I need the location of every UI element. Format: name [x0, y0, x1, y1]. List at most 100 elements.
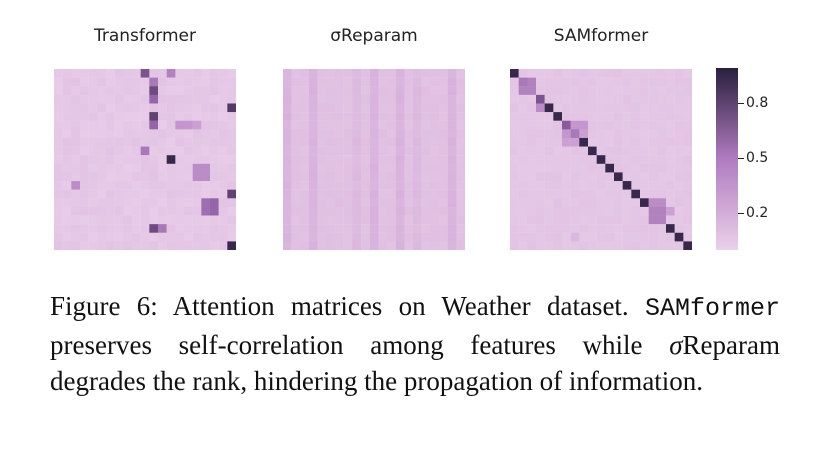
- heatmap-cell: [544, 77, 554, 87]
- heatmap-cell: [456, 94, 465, 104]
- heatmap-cell: [158, 94, 167, 104]
- heatmap-cell: [562, 224, 571, 233]
- heatmap-cell: [666, 69, 675, 78]
- heatmap-cell: [631, 94, 641, 104]
- heatmap-cell: [570, 224, 580, 233]
- heatmap-cell: [588, 137, 597, 147]
- heatmap-cell: [158, 137, 167, 147]
- heatmap-cell: [588, 163, 597, 173]
- heatmap-cell: [317, 120, 327, 130]
- heatmap-cell: [106, 224, 115, 233]
- heatmap-cell: [631, 206, 641, 216]
- heatmap-cell: [439, 224, 448, 233]
- heatmap-cell: [71, 86, 81, 96]
- heatmap-cell: [553, 112, 563, 121]
- heatmap-cell: [570, 181, 580, 190]
- heatmap-cell: [510, 232, 519, 242]
- heatmap-cell: [343, 198, 353, 208]
- heatmap-cell: [447, 232, 457, 242]
- heatmap-cell: [631, 129, 641, 139]
- heatmap-cell: [447, 155, 457, 164]
- heatmap-cell: [421, 120, 431, 130]
- heatmap-cell: [175, 94, 185, 104]
- heatmap-cell: [326, 137, 336, 147]
- heatmap-cell: [343, 146, 353, 156]
- heatmap-cell: [640, 198, 649, 208]
- heatmap-cell: [123, 112, 133, 121]
- heatmap-cell: [544, 155, 554, 164]
- heatmap-cell: [588, 155, 597, 164]
- heatmap-cell: [387, 146, 396, 156]
- heatmap-cell: [106, 103, 115, 113]
- heatmap-cell: [596, 198, 606, 208]
- heatmap-cell: [518, 86, 528, 96]
- heatmap-cell: [201, 241, 211, 250]
- heatmap-cell: [201, 146, 211, 156]
- heatmap-cell: [175, 172, 185, 182]
- heatmap-cell: [71, 94, 81, 104]
- heatmap-cell: [413, 120, 422, 130]
- heatmap-cell: [184, 189, 193, 199]
- heatmap-cell: [544, 146, 554, 156]
- heatmap-cell: [674, 206, 684, 216]
- heatmap-cell: [570, 112, 580, 121]
- heatmap-cell: [123, 241, 133, 250]
- heatmap-cell: [335, 86, 344, 96]
- heatmap-cell: [175, 189, 185, 199]
- heatmap-cell: [622, 181, 632, 190]
- heatmap-cell: [404, 206, 414, 216]
- heatmap-cell: [430, 155, 440, 164]
- heatmap-cell: [674, 112, 684, 121]
- heatmap-cell: [404, 112, 414, 121]
- heatmap-cell: [201, 77, 211, 87]
- heatmap-cell: [631, 137, 641, 147]
- heatmap-cell: [166, 224, 176, 233]
- heatmap-cell: [518, 69, 528, 78]
- heatmap-cell: [648, 232, 658, 242]
- heatmap-cell: [648, 137, 658, 147]
- heatmap-cell: [614, 232, 623, 242]
- heatmap-cell: [588, 129, 597, 139]
- heatmap-cell: [291, 181, 301, 190]
- heatmap-cell: [218, 155, 228, 164]
- heatmap-cell: [140, 155, 150, 164]
- heatmap-cell: [430, 215, 440, 225]
- heatmap-cell: [518, 103, 528, 113]
- heatmap-cell: [369, 77, 379, 87]
- heatmap-cell: [666, 232, 675, 242]
- heatmap-cell: [114, 137, 124, 147]
- heatmap-cell: [447, 129, 457, 139]
- heatmap-cell: [456, 129, 465, 139]
- heatmap-cell: [536, 224, 545, 233]
- heatmap-cell: [97, 189, 107, 199]
- heatmap-cell: [97, 69, 107, 78]
- heatmap-cell: [352, 86, 362, 96]
- heatmap-cell: [227, 215, 236, 225]
- heatmap-cell: [456, 137, 465, 147]
- heatmap-cell: [430, 146, 440, 156]
- heatmap-cell: [62, 181, 72, 190]
- heatmap-cell: [544, 94, 554, 104]
- heatmap-cell: [640, 112, 649, 121]
- heatmap-cell: [666, 206, 675, 216]
- heatmap-cell: [352, 198, 362, 208]
- heatmap-cell: [283, 129, 292, 139]
- heatmap-cell: [640, 94, 649, 104]
- heatmap-cell: [413, 198, 422, 208]
- heatmap-cell: [201, 198, 211, 208]
- heatmap-cell: [640, 155, 649, 164]
- heatmap-cell: [579, 198, 589, 208]
- heatmap-cell: [674, 86, 684, 96]
- heatmap-cell: [527, 163, 537, 173]
- heatmap-cell: [553, 215, 563, 225]
- heatmap-cell: [631, 163, 641, 173]
- heatmap-cell: [184, 129, 193, 139]
- heatmap-cell: [140, 103, 150, 113]
- heatmap-cell: [352, 77, 362, 87]
- heatmap-cell: [317, 137, 327, 147]
- heatmap-cell: [657, 94, 667, 104]
- heatmap-cell: [106, 163, 115, 173]
- heatmap-cell: [562, 129, 571, 139]
- heatmap-cell: [184, 120, 193, 130]
- heatmap-cell: [114, 155, 124, 164]
